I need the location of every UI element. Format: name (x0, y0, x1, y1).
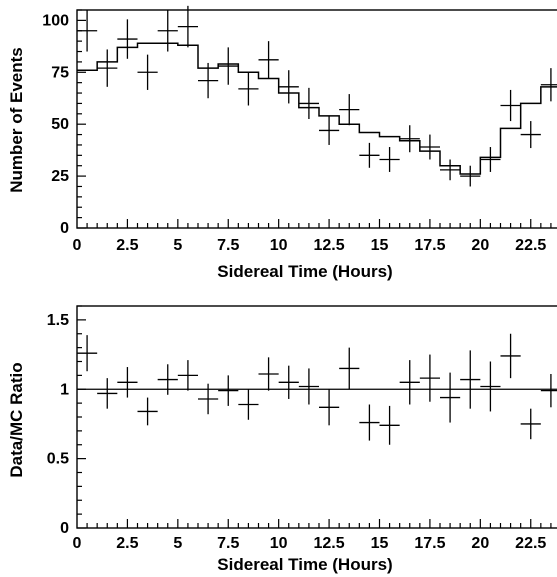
bottom-data-point (520, 408, 541, 440)
top-data-point (258, 41, 279, 79)
top-data-point (177, 5, 198, 48)
bottom-x-tick-label: 17.5 (414, 535, 445, 552)
bottom-data-point (500, 333, 521, 379)
top-y-tick-label: 0 (60, 220, 69, 237)
bottom-x-tick-label: 12.5 (314, 535, 345, 552)
top-data-point (339, 94, 360, 126)
top-x-tick-label: 22.5 (515, 237, 546, 254)
bottom-x-tick-label: 22.5 (515, 535, 546, 552)
top-data-point (500, 89, 521, 122)
top-data-point (460, 165, 481, 187)
bottom-y-tick-label: 1 (60, 381, 69, 398)
top-data-point (440, 159, 461, 181)
top-data-point (117, 19, 138, 59)
bottom-data-point (157, 364, 178, 395)
top-y-axis-label: Number of Events (7, 47, 26, 192)
top-data-point (238, 72, 259, 106)
top-axis-tick-labels: 0 2.5 5 7.5 10 12.5 15 17.5 20 22.5 0 25 50 75 100 (42, 12, 546, 254)
bottom-x-tick-label: 20 (471, 535, 489, 552)
top-data-point (97, 49, 118, 87)
top-x-tick-label: 10 (270, 237, 288, 254)
top-data-point (379, 147, 400, 172)
bottom-data-point (460, 350, 481, 409)
bottom-data-point (258, 357, 279, 391)
bottom-data-point (399, 360, 420, 405)
bottom-x-tick-label: 0 (73, 535, 82, 552)
top-data-point (77, 10, 98, 52)
bottom-data-point (278, 365, 299, 399)
top-data-point (137, 54, 158, 90)
bottom-axis-tick-labels: 0 2.5 5 7.5 10 12.5 15 17.5 20 22.5 0 0.5 1 1.5 (47, 312, 547, 552)
top-x-tick-label: 2.5 (116, 237, 138, 254)
bottom-x-tick-label: 10 (270, 535, 288, 552)
bottom-data-point (540, 373, 557, 408)
top-data-point (419, 134, 440, 160)
top-data-point (520, 121, 541, 149)
top-data-point (218, 47, 239, 85)
bottom-x-tick-label: 2.5 (116, 535, 138, 552)
top-x-tick-label: 17.5 (414, 237, 445, 254)
top-y-tick-label: 100 (42, 12, 69, 29)
top-x-tick-label: 5 (173, 237, 182, 254)
bottom-data-point (218, 375, 239, 406)
top-y-tick-label: 50 (51, 116, 69, 133)
bottom-y-axis-label: Data/MC Ratio (7, 362, 26, 477)
top-x-tick-label: 20 (471, 237, 489, 254)
top-panel: 0 2.5 5 7.5 10 12.5 15 17.5 20 22.5 0 25 50 75 100 Sid… (7, 5, 557, 281)
top-mc-histogram (77, 42, 557, 175)
bottom-x-tick-label: 5 (173, 535, 182, 552)
bottom-data-point (77, 335, 98, 372)
bottom-data-point (359, 404, 380, 441)
top-data-point (540, 68, 557, 102)
bottom-plot-marks (77, 333, 557, 445)
top-axis-ticks (77, 9, 552, 229)
bottom-axis-ticks (77, 305, 552, 529)
top-y-tick-label: 75 (51, 64, 69, 81)
bottom-y-tick-label: 0.5 (47, 451, 69, 468)
bottom-data-point (480, 361, 501, 412)
top-x-axis-label: Sidereal Time (Hours) (217, 262, 392, 281)
top-x-tick-label: 12.5 (314, 237, 345, 254)
bottom-x-tick-label: 7.5 (217, 535, 239, 552)
top-data-point (319, 115, 340, 145)
bottom-x-tick-label: 15 (371, 535, 389, 552)
bottom-plot-frame (76, 305, 557, 529)
top-data-point (480, 147, 501, 172)
bottom-x-axis-label: Sidereal Time (Hours) (217, 555, 392, 574)
top-data-point (278, 70, 299, 104)
bottom-data-point (440, 372, 461, 423)
bottom-y-tick-label: 1.5 (47, 312, 69, 329)
bottom-panel: 0 2.5 5 7.5 10 12.5 15 17.5 20 22.5 0 0.5 1 1.5 Sider… (7, 305, 557, 574)
bottom-data-point (177, 360, 198, 391)
top-data-point (399, 125, 420, 153)
bottom-data-point (379, 405, 400, 445)
bottom-data-point (339, 347, 360, 390)
bottom-data-point (298, 368, 319, 405)
bottom-data-point (319, 389, 340, 426)
top-plot-marks (77, 5, 557, 187)
top-data-point (157, 10, 178, 52)
top-x-tick-label: 0 (73, 237, 82, 254)
top-data-point (298, 87, 319, 119)
bottom-data-point (238, 389, 259, 420)
bottom-data-point (97, 378, 118, 409)
bottom-data-point (198, 383, 219, 415)
top-data-point (359, 142, 380, 168)
top-x-tick-label: 7.5 (217, 237, 239, 254)
bottom-y-tick-label: 0 (60, 520, 69, 537)
top-y-tick-label: 25 (51, 168, 69, 185)
bottom-data-point (117, 367, 138, 398)
bottom-data-point (137, 397, 158, 426)
top-x-tick-label: 15 (371, 237, 389, 254)
bottom-data-point (419, 354, 440, 402)
